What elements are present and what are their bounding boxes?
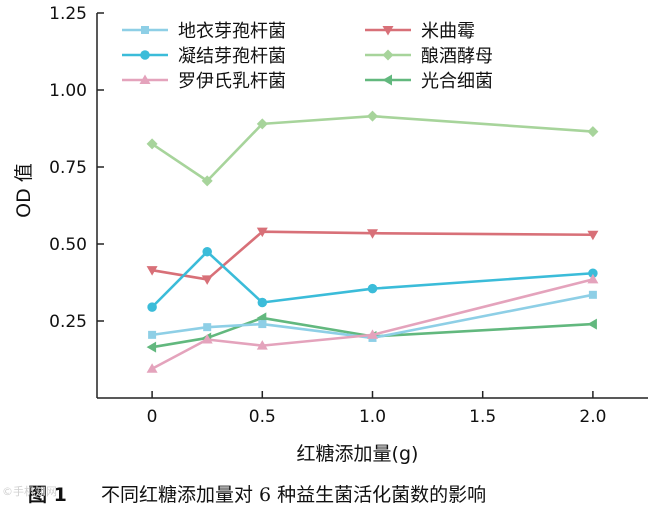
x-tick-label: 1.0 [359, 407, 386, 427]
data-point [588, 268, 598, 279]
series-3 [146, 110, 599, 187]
data-point [256, 340, 268, 350]
data-point [146, 138, 158, 150]
series-group [146, 110, 599, 373]
series-4 [146, 273, 599, 373]
series-2 [147, 246, 598, 312]
legend-swatch-marker [382, 74, 392, 86]
legend-swatch-marker [382, 26, 394, 36]
series-line [151, 114, 593, 183]
legend-label: 米曲霉 [421, 21, 475, 42]
data-point [146, 341, 157, 353]
legend-swatch-marker [382, 49, 394, 61]
legend-swatch-marker [140, 50, 150, 60]
series-line [151, 250, 593, 309]
data-point [147, 302, 157, 312]
y-tick-label: 1.00 [49, 81, 87, 101]
data-point [258, 320, 267, 329]
legend-label: 罗伊氏乳杆菌 [178, 71, 286, 92]
data-point [587, 318, 597, 330]
x-tick-label: 0 [147, 407, 158, 427]
x-tick-label: 2.0 [579, 407, 606, 427]
data-point [146, 363, 158, 373]
data-point [367, 329, 378, 339]
x-tick-label: 0.5 [249, 407, 276, 427]
legend-item: 米曲霉 [365, 21, 475, 42]
legend-label: 酿酒酵母 [421, 46, 493, 67]
data-point [587, 230, 599, 241]
y-tick-label: 0.50 [49, 235, 87, 255]
y-tick-label: 0.75 [49, 158, 87, 178]
axes: 0.25 0.50 0.75 1.00 1.25 0 0.5 1.0 1.5 2.0 红糖添加量(g… [13, 4, 648, 465]
legend-label: 凝结芽孢杆菌 [178, 46, 286, 67]
legend-swatch-marker [139, 74, 151, 84]
series-1 [146, 227, 599, 285]
figure-caption: 图 1 不同红糖添加量对 6 种益生菌活化菌数的影响 [0, 478, 655, 508]
data-point [256, 118, 268, 130]
data-point [203, 323, 212, 332]
legend-item: 地衣芽孢杆菌 [122, 21, 286, 42]
legend-label: 地衣芽孢杆菌 [178, 21, 286, 42]
data-point [146, 266, 158, 276]
legend-item: 酿酒酵母 [365, 46, 493, 67]
figure-label: 图 1 [28, 484, 67, 506]
y-tick-label: 0.25 [49, 312, 87, 332]
legend-item: 罗伊氏乳杆菌 [122, 71, 286, 92]
legend-label: 光合细菌 [421, 71, 493, 92]
legend-item: 凝结芽孢杆菌 [122, 46, 286, 67]
data-point [201, 175, 213, 187]
data-point [587, 273, 599, 284]
caption-text: 不同红糖添加量对 6 种益生菌活化菌数的影响 [101, 484, 487, 506]
y-axis-label: OD 值 [13, 163, 35, 218]
series-line [151, 230, 593, 281]
data-point [201, 333, 213, 344]
data-point [201, 275, 213, 285]
watermark: ©手机知网 [2, 485, 57, 498]
data-point [588, 290, 597, 299]
legend-swatch-marker [141, 26, 149, 34]
data-point [587, 126, 599, 138]
data-point [257, 297, 268, 308]
data-point [367, 110, 378, 122]
x-axis-label: 红糖添加量(g) [297, 443, 419, 465]
data-point [148, 330, 157, 339]
y-tick-label: 1.25 [49, 4, 87, 24]
data-point [256, 227, 268, 238]
chart: 0.25 0.50 0.75 1.00 1.25 0 0.5 1.0 1.5 2.0 红糖添加量(g… [13, 4, 648, 465]
x-tick-label: 1.5 [469, 407, 496, 427]
data-point [367, 229, 378, 239]
data-point [367, 283, 378, 294]
data-point [202, 246, 212, 257]
legend-item: 光合细菌 [365, 71, 493, 92]
